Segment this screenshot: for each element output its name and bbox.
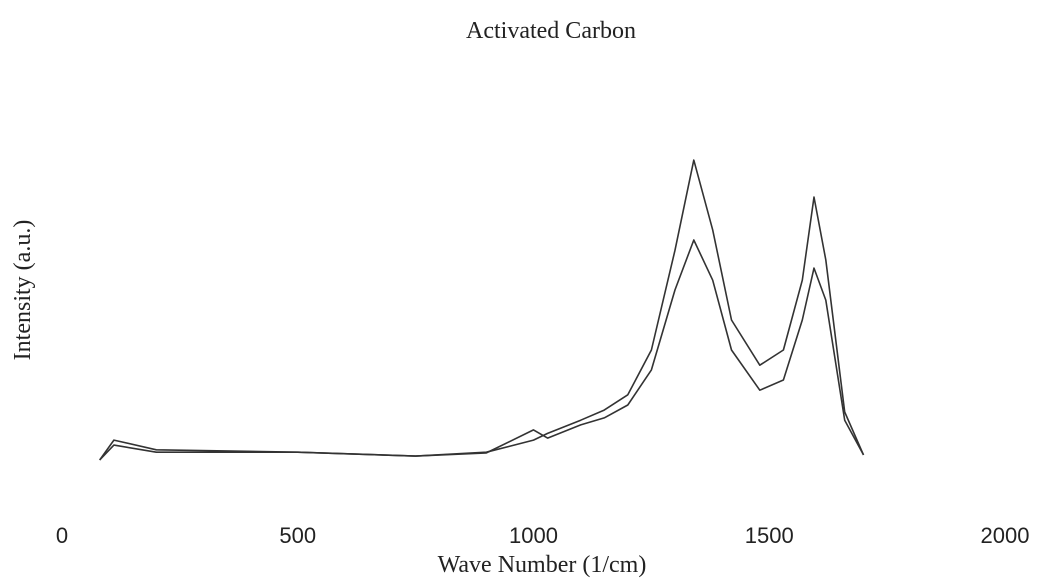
x-tick-label: 500 [279, 523, 316, 548]
y-axis-label: Intensity (a.u.) [10, 220, 36, 361]
spectrum-line [99, 159, 865, 461]
spectrum-line [99, 239, 865, 461]
x-tick-label: 0 [56, 523, 68, 548]
x-tick-label: 1000 [509, 523, 558, 548]
x-axis-label: Wave Number (1/cm) [438, 552, 647, 578]
chart-title: Activated Carbon [466, 18, 636, 44]
x-tick-label: 2000 [981, 523, 1030, 548]
x-tick-label: 1500 [745, 523, 794, 548]
